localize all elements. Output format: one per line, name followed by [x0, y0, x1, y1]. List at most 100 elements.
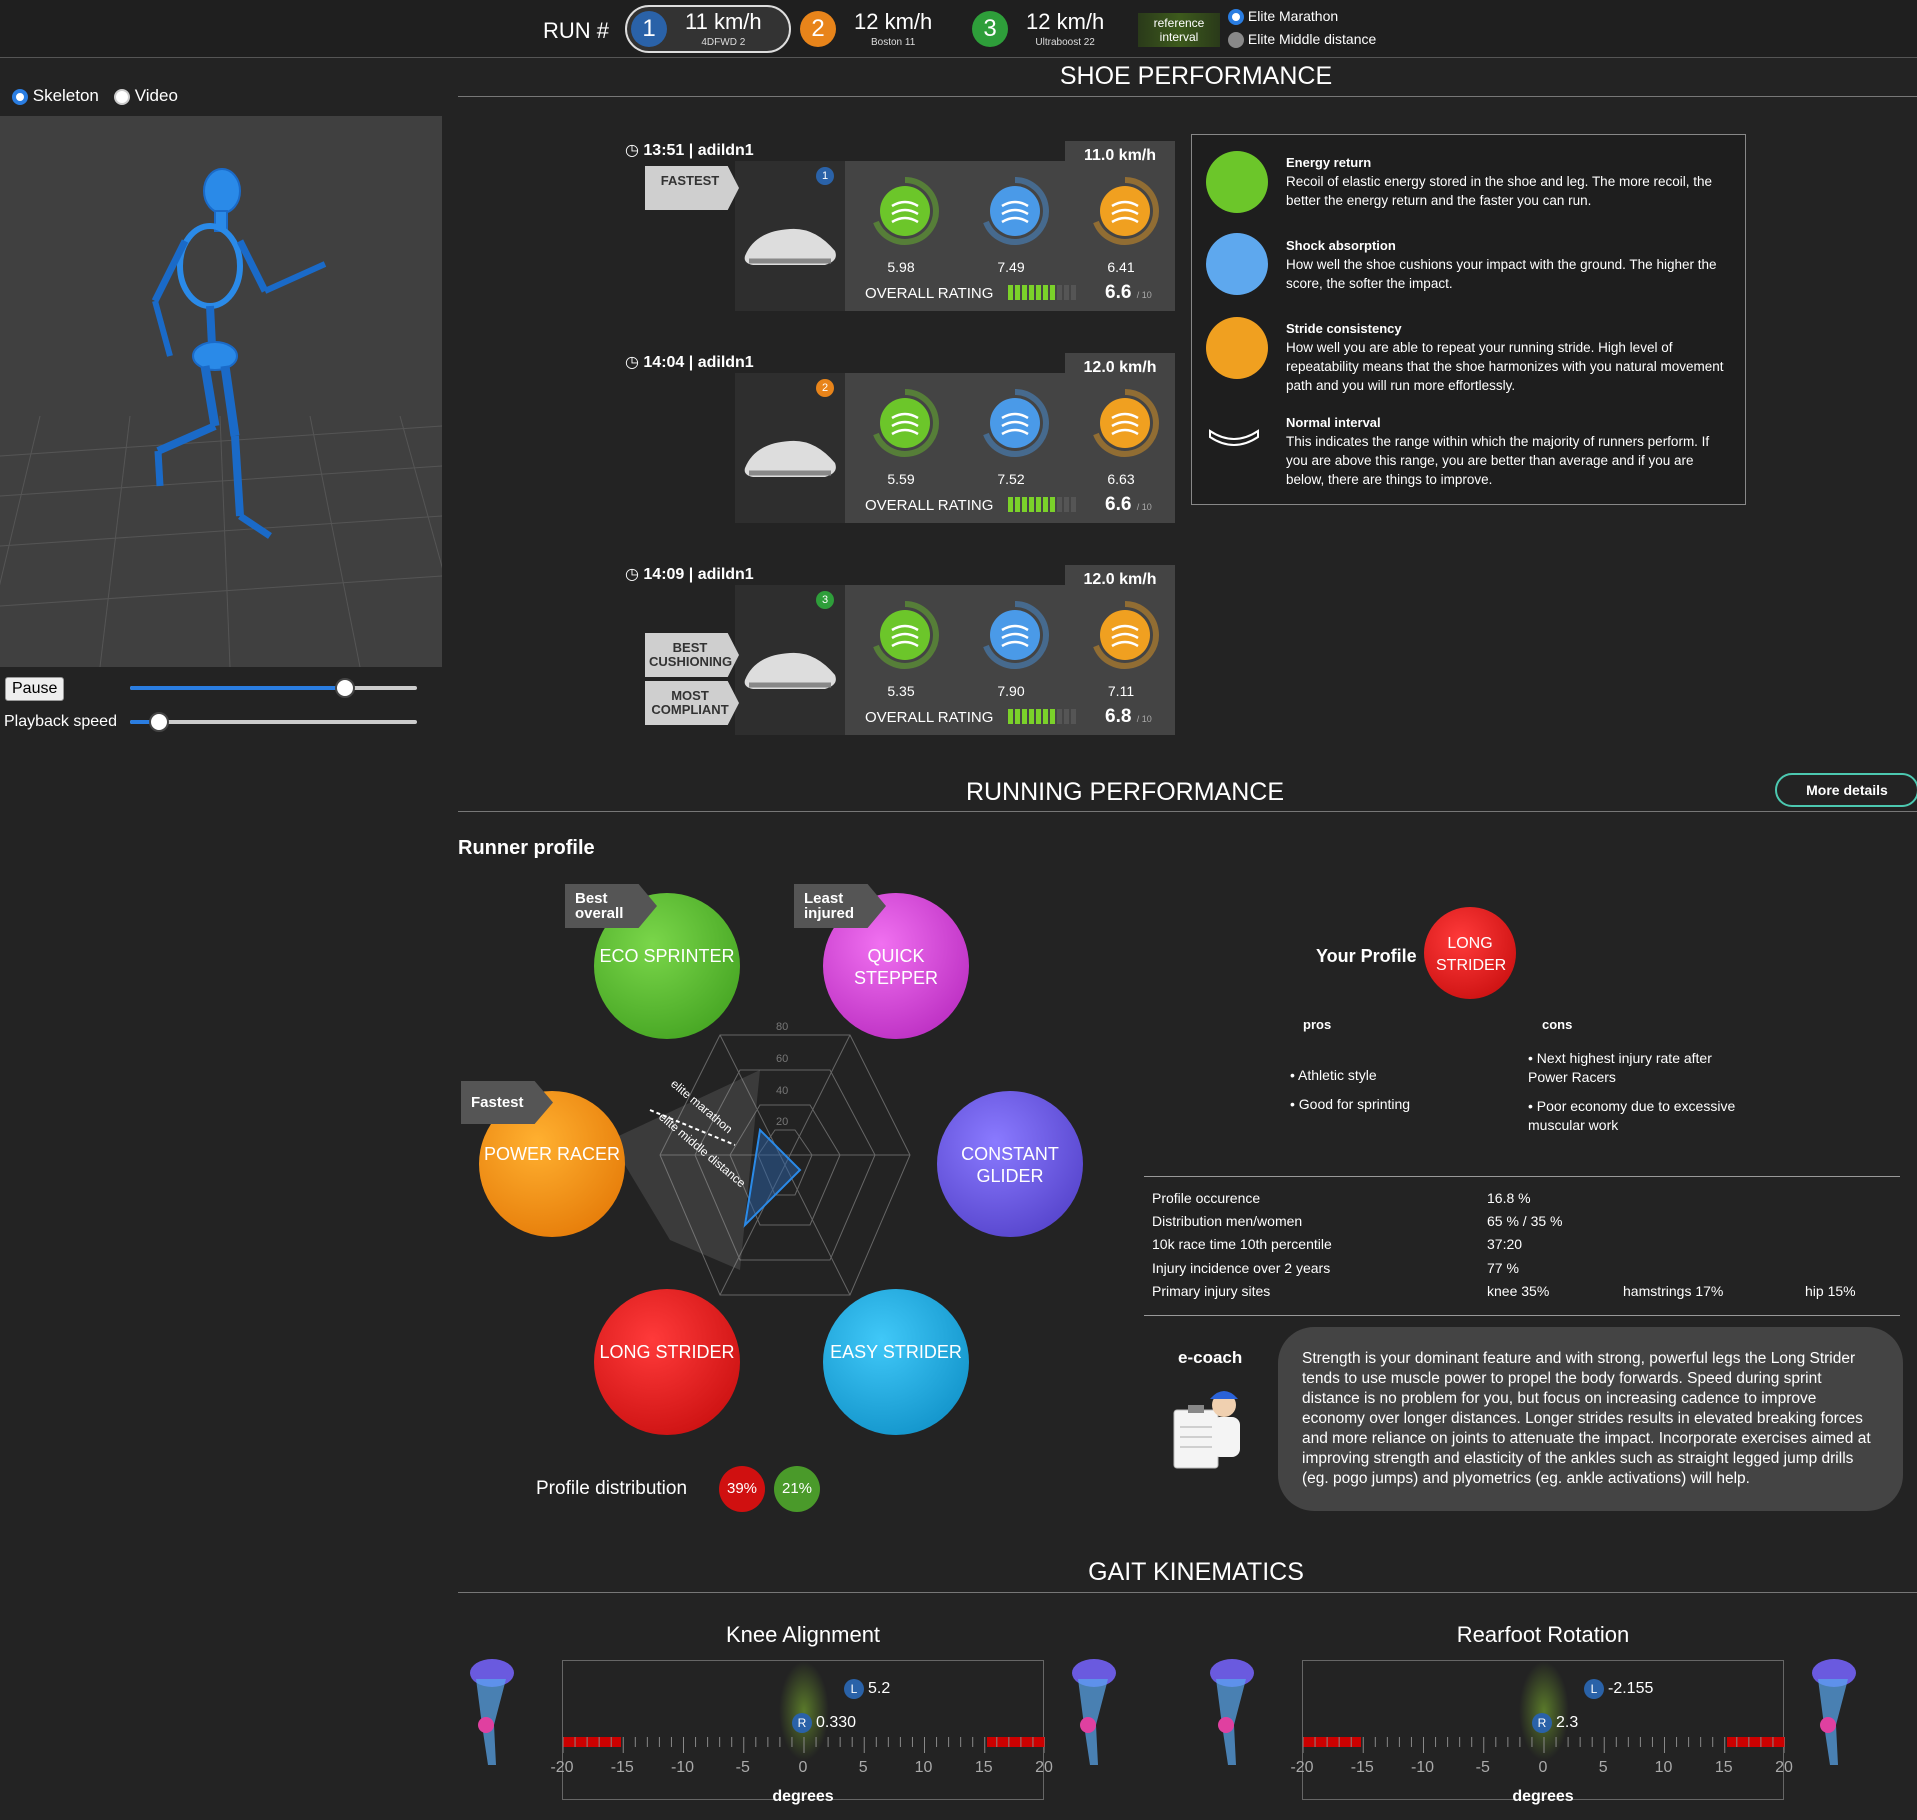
con-text: Next highest injury rate after Power Rac…: [1528, 1050, 1712, 1085]
shoe-card-1[interactable]: 11.0 km/h 1 5.98 7.49 6.41 OVERALL RATIN…: [735, 141, 1175, 311]
skeleton-viewport[interactable]: [0, 116, 442, 667]
stride-consistency-icon: [1093, 389, 1159, 457]
skeleton-3d-view: [0, 168, 442, 667]
rating-bar-segment: [1022, 497, 1027, 512]
tick-label: 15: [1714, 1759, 1733, 1776]
shoe-image: [735, 585, 845, 735]
shoe-tag: BEST CUSHIONING: [645, 633, 739, 677]
shock-value: 7.52: [997, 471, 1025, 487]
speed-knob[interactable]: [148, 712, 169, 732]
profile-eco-sprinter[interactable]: ECO SPRINTER: [594, 893, 740, 1039]
overall-rating-label: OVERALL RATING: [865, 709, 994, 726]
legend-title: Stride consistency: [1286, 321, 1402, 336]
ref-option-middle[interactable]: Elite Middle distance: [1228, 31, 1377, 49]
left-badge-icon: L: [1584, 1679, 1604, 1699]
rating-bar-segment: [1050, 709, 1055, 724]
card-speed: 12.0 km/h: [1065, 353, 1175, 381]
pause-button[interactable]: Pause: [5, 677, 65, 701]
scale-ticks: [1303, 1737, 1785, 1753]
legend-text: How well you are able to repeat your run…: [1286, 340, 1724, 393]
radar-tick: 60: [776, 1053, 788, 1065]
overall-rating-label: OVERALL RATING: [865, 497, 994, 514]
timeline-slider[interactable]: [130, 678, 417, 698]
stat-label: Primary injury sites: [1152, 1283, 1271, 1299]
gait-kinematics-title: GAIT KINEMATICS: [1088, 1558, 1304, 1586]
legend-title: Normal interval: [1286, 415, 1381, 430]
rating-bar-segment: [1008, 497, 1013, 512]
pro-text: Athletic style: [1298, 1067, 1377, 1083]
stat-label: 10k race time 10th percentile: [1152, 1236, 1332, 1252]
run-2-number: 2: [800, 11, 836, 47]
profile-constant-glider[interactable]: CONSTANT GLIDER: [937, 1091, 1083, 1237]
stat-label: Distribution men/women: [1152, 1213, 1303, 1229]
run-3-shoe: Ultraboost 22: [1035, 36, 1095, 48]
view-skeleton-option[interactable]: Skeleton: [12, 86, 99, 106]
your-profile-badge: LONG STRIDER: [1424, 907, 1516, 999]
rating-bar-segment: [1008, 709, 1013, 724]
shoe-card-2[interactable]: 12.0 km/h 2 5.59 7.52 6.63 OVERALL RATIN…: [735, 353, 1175, 523]
legend-energy: Energy return Recoil of elastic energy st…: [1286, 153, 1726, 210]
energy-return-icon: [873, 177, 939, 245]
tick-label: 15: [974, 1759, 993, 1776]
tick-label: 10: [914, 1759, 933, 1776]
stat-value: 37:20: [1487, 1236, 1523, 1252]
run-1-button[interactable]: 1 11 km/h 4DFWD 2: [625, 5, 791, 53]
ref-option-label: Elite Middle distance: [1247, 31, 1377, 47]
rating-bar-segment: [1050, 285, 1055, 300]
stride-value: 6.41: [1107, 259, 1135, 275]
legend-text: Recoil of elastic energy stored in the s…: [1286, 174, 1712, 208]
energy-return-icon: [1206, 151, 1268, 213]
left-value: L -2.155: [1584, 1679, 1653, 1699]
gait-chart-title: Knee Alignment: [725, 1622, 881, 1647]
run-badge: 3: [816, 591, 834, 609]
card-time: ◷ 14:09 | adildn1: [625, 566, 754, 583]
rating-bar-segment: [1036, 285, 1041, 300]
rating-bar-segment: [1064, 497, 1069, 512]
gait-scale: L 5.2 R 0.330: [562, 1660, 1045, 1800]
overall-rating-bars: [1008, 285, 1076, 300]
run-3-button[interactable]: 3 12 km/h Ultraboost 22: [968, 5, 1134, 53]
con-text: Poor economy due to excessive muscular w…: [1528, 1098, 1736, 1133]
normal-interval-icon: [1209, 429, 1259, 446]
more-details-button[interactable]: More details: [1775, 773, 1917, 807]
playback-speed-slider[interactable]: [130, 712, 417, 732]
pros-label: pros: [1303, 1017, 1332, 1032]
card-time-text: 13:51 | adildn1: [643, 142, 754, 159]
timeline-knob[interactable]: [335, 678, 356, 698]
stride-value: 6.63: [1107, 471, 1135, 487]
shoe-image: [735, 373, 845, 523]
runner-profile-title: Runner profile: [458, 837, 595, 859]
rating-bar-segment: [1029, 709, 1034, 724]
view-video-option[interactable]: Video: [114, 86, 178, 106]
ref-option-marathon[interactable]: Elite Marathon: [1228, 8, 1338, 26]
radio-icon: [114, 88, 130, 105]
leg-figure-icon: [1210, 1659, 1254, 1765]
shock-absorption-icon: [983, 389, 1049, 457]
shock-absorption-icon: [1206, 233, 1268, 295]
rating-bar-segment: [1029, 497, 1034, 512]
shoe-tag: MOST COMPLIANT: [645, 681, 739, 725]
rating-bar-segment: [1071, 497, 1076, 512]
distribution-badge: 39%: [719, 1466, 765, 1512]
run-2-button[interactable]: 2 12 km/h Boston 11: [796, 5, 962, 53]
tick-label: 5: [1598, 1759, 1608, 1776]
legend-normal: Normal interval This indicates the range …: [1286, 413, 1726, 489]
overall-rating-value: 6.6 / 10: [1105, 282, 1152, 303]
run-3-speed: 12 km/h: [1026, 8, 1105, 34]
rating-bar-segment: [1050, 497, 1055, 512]
profile-long-strider[interactable]: LONG STRIDER: [594, 1289, 740, 1435]
profile-easy-strider[interactable]: EASY STRIDER: [823, 1289, 969, 1435]
shock-absorption-icon: [983, 177, 1049, 245]
stat-value: 77 %: [1487, 1260, 1519, 1276]
right-value: R 0.330: [792, 1713, 856, 1733]
rating-bar-segment: [1071, 709, 1076, 724]
radar-reference-band: [610, 1070, 760, 1270]
shoe-card-3[interactable]: 12.0 km/h 3 5.35 7.90 7.11 OVERALL RATIN…: [735, 565, 1175, 735]
stride-consistency-icon: [1206, 317, 1268, 379]
stat-value: knee 35%: [1487, 1283, 1550, 1299]
pro-text: Good for sprinting: [1298, 1096, 1411, 1112]
ecoach-avatar-icon: [1173, 1391, 1240, 1469]
profile-distribution-label: Profile distribution: [536, 1478, 688, 1499]
legend-title: Energy return: [1286, 155, 1372, 170]
run-1-number: 1: [631, 11, 667, 47]
